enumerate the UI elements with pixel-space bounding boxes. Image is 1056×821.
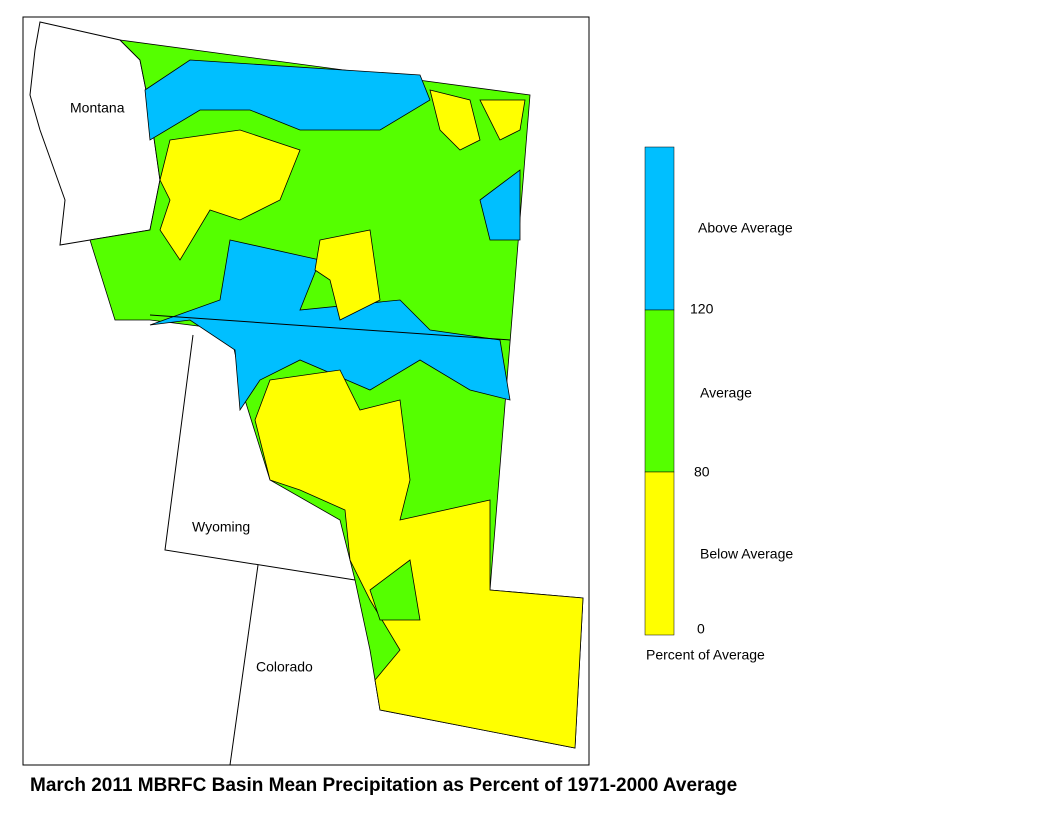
state-label: Wyoming <box>192 519 250 535</box>
legend-tick: 0 <box>697 621 705 637</box>
basin-below <box>429 89 481 151</box>
legend-band <box>644 146 675 311</box>
basin-above <box>149 239 511 412</box>
wyoming-border <box>164 334 356 581</box>
legend: Above Average Average Below Average 120 … <box>644 146 793 663</box>
legend-band <box>644 471 675 636</box>
legend-label: Below Average <box>700 546 793 562</box>
legend-label: Average <box>700 385 752 401</box>
basin-below <box>479 99 526 141</box>
basin-below <box>314 229 381 321</box>
state-label: Colorado <box>256 659 313 675</box>
basin-average <box>369 559 421 621</box>
legend-tick: 80 <box>694 464 710 480</box>
map-title: March 2011 MBRFC Basin Mean Precipitatio… <box>30 775 737 796</box>
basin-below <box>159 129 301 261</box>
basins <box>89 39 584 749</box>
state-label: Montana <box>70 100 125 116</box>
colorado-border <box>229 564 259 766</box>
legend-caption: Percent of Average <box>646 647 765 663</box>
legend-band <box>644 309 675 473</box>
legend-label: Above Average <box>698 220 793 236</box>
basin-above <box>479 169 521 241</box>
basin-above <box>144 59 431 141</box>
legend-tick: 120 <box>690 301 714 317</box>
montana-wyoming-border <box>149 314 511 341</box>
basin-below <box>254 369 584 749</box>
